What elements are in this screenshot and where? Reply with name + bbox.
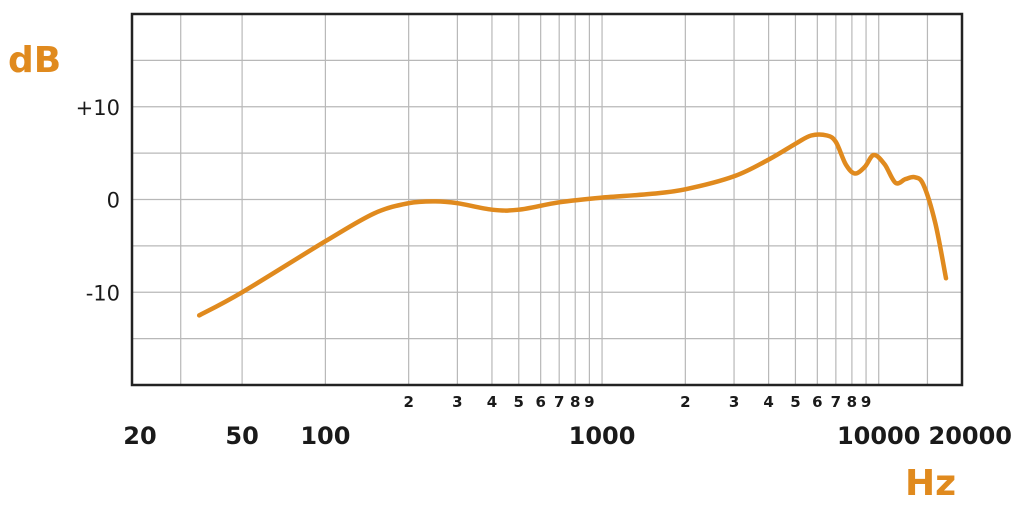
response-curve <box>196 132 949 318</box>
x-minor-tick-label: 2 <box>403 393 413 411</box>
series-layer <box>196 132 949 318</box>
x-minor-tick-label: 5 <box>790 393 800 411</box>
x-minor-tick-label: 9 <box>861 393 871 411</box>
x-minor-tick-label: 9 <box>584 393 594 411</box>
x-minor-tick-label: 3 <box>452 393 462 411</box>
x-minor-tick-label: 5 <box>514 393 524 411</box>
y-tick-label: -10 <box>86 281 120 305</box>
grid-lines <box>132 14 962 385</box>
y-tick-labels: +10 0 -10 <box>76 96 120 306</box>
plot-frame <box>130 12 964 387</box>
x-major-tick-label: 20 <box>123 422 156 450</box>
y-tick-label: 0 <box>107 189 120 213</box>
x-minor-tick-label: 6 <box>812 393 822 411</box>
x-major-tick-label: 1000 <box>569 422 636 450</box>
y-tick-label: +10 <box>76 96 120 120</box>
x-axis-label: Hz <box>905 463 957 504</box>
x-major-tick-label: 50 <box>225 422 258 450</box>
y-axis-label: dB <box>8 40 62 81</box>
x-minor-tick-label: 7 <box>831 393 841 411</box>
x-major-tick-label: 20000 <box>929 422 1013 450</box>
x-major-tick-label: 100 <box>300 422 350 450</box>
x-major-tick-label: 10000 <box>837 422 921 450</box>
x-minor-tick-label: 2 <box>680 393 690 411</box>
x-minor-tick-label: 4 <box>487 393 497 411</box>
x-minor-tick-label: 6 <box>535 393 545 411</box>
x-minor-tick-label: 3 <box>729 393 739 411</box>
x-minor-tick-label: 8 <box>570 393 580 411</box>
x-minor-tick-label: 8 <box>847 393 857 411</box>
x-minor-tick-label: 4 <box>763 393 773 411</box>
x-minor-tick-label: 7 <box>554 393 564 411</box>
